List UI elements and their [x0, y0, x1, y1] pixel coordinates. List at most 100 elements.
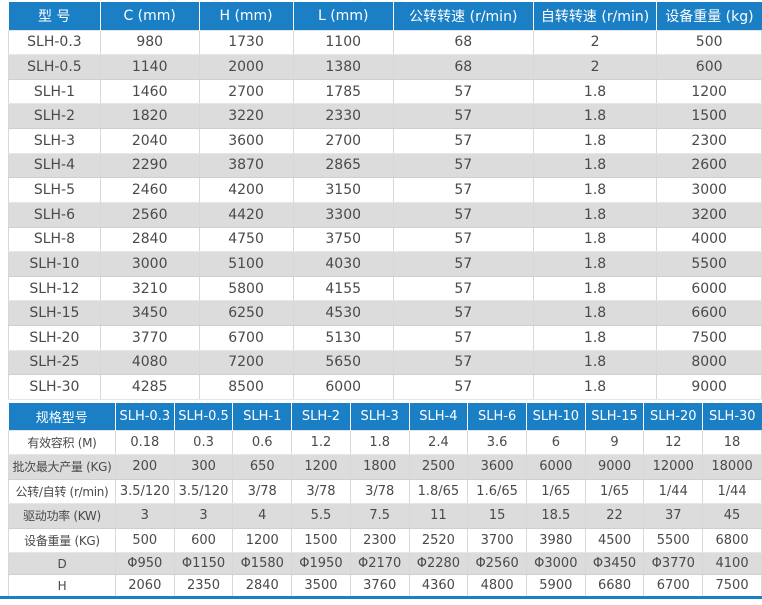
table-cell: 3450	[99, 300, 200, 326]
table-cell: 4285	[99, 374, 200, 400]
table-cell: 37	[643, 503, 704, 529]
table-cell: 650	[232, 454, 293, 480]
table-cell: 3600	[467, 454, 527, 480]
column-header: SLH-0.5	[174, 403, 234, 430]
table-cell: 1460	[99, 78, 200, 105]
table-cell: 2350	[173, 574, 234, 597]
table-cell: 45	[702, 503, 762, 529]
table-cell: 57	[392, 201, 534, 228]
table-row: SLH-1 1460 2700 1785 57 1.8 1200	[8, 78, 762, 105]
table-cell: 2520	[408, 527, 469, 554]
column-header: SLH-10	[526, 403, 586, 430]
table-cell: 1100	[292, 29, 394, 56]
table-cell: 6	[525, 429, 586, 456]
row-label-cell: SLH-2	[8, 103, 101, 129]
row-label-cell: SLH-10	[8, 251, 101, 277]
column-header: 设备重量 (kg)	[656, 2, 762, 30]
table-cell: 0.3	[173, 429, 234, 456]
table-cell: 5500	[656, 251, 762, 277]
table-row: SLH-2 1820 3220 2330 57 1.8 1500	[8, 103, 762, 129]
column-header: 自转转速 (r/min)	[533, 2, 658, 30]
column-header: SLH-1	[232, 403, 293, 430]
table-cell: 2700	[292, 128, 394, 154]
table-cell: 57	[392, 103, 534, 129]
table-cell: 8000	[656, 349, 762, 376]
table-cell: 3/78	[291, 478, 351, 505]
table-cell: 500	[656, 29, 762, 56]
table-cell: 4100	[702, 552, 762, 576]
table-cell: 15	[467, 503, 527, 529]
row-label-cell: SLH-6	[8, 201, 101, 228]
column-header: SLH-0.3	[115, 403, 175, 430]
table-cell: 2600	[656, 152, 762, 179]
table-cell: 1.8	[532, 349, 658, 376]
table-cell: 3300	[292, 201, 394, 228]
column-header: 型 号	[8, 2, 101, 30]
table-row: 公转/自转 (r/min) 3.5/120 3.5/120 3/78 3/78 3/78 1…	[8, 478, 762, 505]
table-row: SLH-8 2840 4750 3750 57 1.8 4000	[8, 226, 762, 253]
table-cell: 2	[532, 29, 658, 56]
table-cell: 2000	[198, 54, 294, 80]
table-cell: 9	[584, 429, 645, 456]
table-row: SLH-12 3210 5800 4155 57 1.8 6000	[8, 275, 762, 302]
table-cell: 3770	[99, 325, 200, 351]
table-cell: 3150	[292, 177, 394, 203]
table-cell: 1800	[349, 454, 410, 480]
table-row: 设备重量 (KG) 500 600 1200 1500 2300 2520 3700 3980 4…	[8, 527, 762, 554]
column-header: 公转转速 (r/min)	[393, 2, 534, 30]
table-cell: 1200	[291, 454, 351, 480]
table-cell: 3/78	[232, 478, 293, 505]
table-cell: 4530	[292, 300, 394, 326]
table-cell: 1.8	[532, 128, 658, 154]
row-label-cell: SLH-0.5	[8, 54, 101, 80]
table-cell: 6000	[525, 454, 586, 480]
table-cell: 1/65	[584, 478, 645, 505]
table-cell: Φ950	[114, 552, 175, 576]
table-row: SLH-0.3 980 1730 1100 68 2 500	[8, 29, 762, 56]
table-cell: 18	[702, 429, 762, 456]
table-cell: 3000	[656, 177, 762, 203]
table-cell: 6800	[702, 527, 762, 554]
table-cell: 1.8/65	[408, 478, 469, 505]
table-cell: Φ2280	[408, 552, 469, 576]
row-label-cell: SLH-30	[8, 374, 101, 400]
table-cell: Φ1580	[232, 552, 293, 576]
table-cell: 5900	[525, 574, 586, 597]
table-cell: 2300	[656, 128, 762, 154]
column-header: SLH-2	[291, 403, 351, 430]
table-cell: 57	[392, 152, 534, 179]
table-cell: 1500	[291, 527, 351, 554]
table-cell: 4750	[198, 226, 294, 253]
row-label-cell: SLH-4	[8, 152, 101, 179]
table-cell: 5800	[198, 275, 294, 302]
table-cell: 3700	[467, 527, 527, 554]
table-cell: 1.8	[532, 177, 658, 203]
table-cell: 1.8	[349, 429, 410, 456]
column-header: L (mm)	[293, 2, 394, 30]
table-cell: 2500	[408, 454, 469, 480]
row-label-cell: SLH-5	[8, 177, 101, 203]
table-cell: 57	[392, 275, 534, 302]
table-cell: 2060	[114, 574, 175, 597]
table-cell: 3220	[198, 103, 294, 129]
table-cell: 57	[392, 78, 534, 105]
table-cell: 3000	[99, 251, 200, 277]
table-cell: 3	[173, 503, 234, 529]
table-cell: 6680	[584, 574, 645, 597]
table-cell: 4800	[467, 574, 527, 597]
table-cell: 1.2	[291, 429, 351, 456]
table-cell: 57	[392, 251, 534, 277]
row-label-cell: D	[8, 552, 116, 576]
table-cell: 18000	[702, 454, 762, 480]
table-row: D Φ950 Φ1150 Φ1580 Φ1950 Φ2170 Φ2280 Φ2560 Φ3000…	[8, 552, 762, 576]
table-cell: 200	[114, 454, 175, 480]
table-cell: Φ3450	[584, 552, 645, 576]
table-cell: 7200	[198, 349, 294, 376]
table-cell: 4500	[584, 527, 645, 554]
table-cell: Φ1950	[291, 552, 351, 576]
table-cell: 1.8	[532, 152, 658, 179]
table-cell: 3210	[99, 275, 200, 302]
row-label-cell: SLH-12	[8, 275, 101, 302]
table-cell: 0.18	[114, 429, 175, 456]
